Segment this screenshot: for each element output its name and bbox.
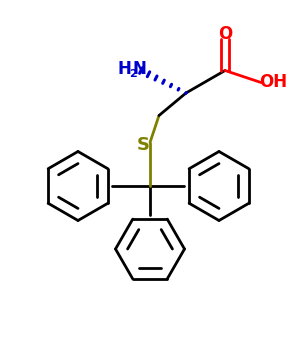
Text: H: H [118,60,131,78]
Text: N: N [133,60,146,78]
Text: S: S [137,136,150,154]
Text: O: O [218,25,232,43]
Text: 2: 2 [129,69,136,79]
Text: OH: OH [260,73,288,91]
